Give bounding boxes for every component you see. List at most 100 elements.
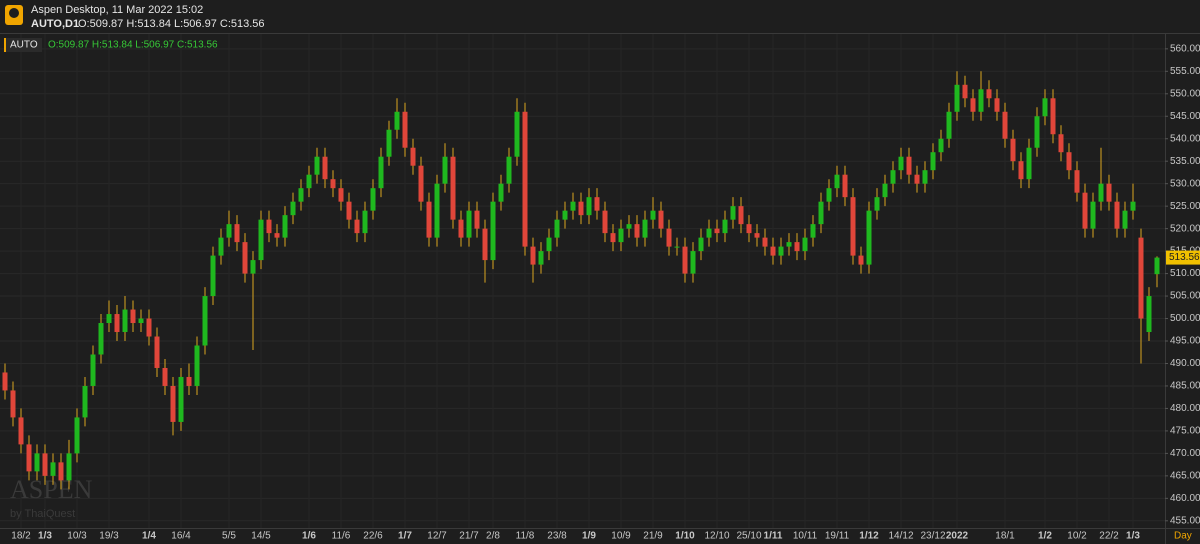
candle-body bbox=[90, 354, 96, 386]
candle-body bbox=[322, 156, 328, 180]
candle-body bbox=[354, 219, 360, 234]
y-tick-label: 555.00 bbox=[1170, 66, 1200, 77]
last-price-box bbox=[1166, 250, 1200, 265]
candle-body bbox=[674, 246, 680, 248]
x-tick-label: 22/2 bbox=[1099, 531, 1119, 542]
candle-body bbox=[642, 219, 648, 238]
candle-body bbox=[242, 242, 248, 274]
candle-body bbox=[610, 233, 616, 243]
candle-body bbox=[714, 228, 720, 234]
candle-body bbox=[650, 210, 656, 220]
candle-body bbox=[522, 111, 528, 247]
candle-body bbox=[338, 188, 344, 202]
candle-body bbox=[234, 224, 240, 243]
candle-body bbox=[1018, 161, 1024, 180]
candle-body bbox=[450, 156, 456, 220]
x-tick-label: 1/11 bbox=[764, 531, 783, 542]
y-tick-label: 475.00 bbox=[1170, 426, 1200, 437]
x-tick-label: 1/12 bbox=[859, 531, 879, 542]
x-tick-label: 10/2 bbox=[1067, 531, 1087, 542]
candle-body bbox=[818, 201, 824, 225]
candle-body bbox=[722, 219, 728, 234]
candle-body bbox=[146, 318, 152, 337]
candle-body bbox=[914, 174, 920, 184]
x-tick-label: 2022 bbox=[946, 531, 969, 542]
candle-body bbox=[730, 206, 736, 220]
y-tick-label: 520.00 bbox=[1170, 223, 1200, 234]
candle-body bbox=[138, 318, 144, 324]
candle-body bbox=[514, 111, 520, 157]
candle-body bbox=[706, 228, 712, 238]
candle-body bbox=[1146, 296, 1152, 333]
candle-body bbox=[346, 201, 352, 220]
candle-body bbox=[106, 314, 112, 324]
x-tick-label: 19/3 bbox=[99, 531, 119, 542]
candle-body bbox=[922, 170, 928, 184]
candle-body bbox=[42, 453, 48, 476]
candle-body bbox=[634, 224, 640, 238]
candle-body bbox=[562, 210, 568, 220]
candle-body bbox=[626, 224, 632, 229]
candle-body bbox=[530, 246, 536, 265]
x-tick-label: 10/11 bbox=[793, 531, 818, 542]
x-tick-label: 12/7 bbox=[427, 531, 447, 542]
candle-body bbox=[122, 309, 128, 333]
candle-body bbox=[434, 183, 440, 238]
x-tick-label: 5/5 bbox=[222, 531, 236, 542]
candle-body bbox=[506, 156, 512, 184]
candle-body bbox=[410, 147, 416, 166]
candle-body bbox=[962, 84, 968, 99]
candle-body bbox=[306, 174, 312, 189]
y-tick-label: 550.00 bbox=[1170, 88, 1200, 99]
candle-body bbox=[34, 453, 40, 472]
candle-body bbox=[66, 453, 72, 481]
candle-body bbox=[906, 156, 912, 175]
y-tick-label: 535.00 bbox=[1170, 156, 1200, 167]
candle-body bbox=[1106, 183, 1112, 202]
legend-accent bbox=[4, 38, 6, 52]
legend-ohlc: O:509.87 H:513.84 L:506.97 C:513.56 bbox=[48, 40, 218, 51]
candle-body bbox=[1090, 201, 1096, 229]
ohlc: O:509.87 H:513.84 L:506.97 C:513.56 bbox=[78, 18, 265, 30]
x-tick-label: 21/7 bbox=[459, 531, 479, 542]
candle-body bbox=[226, 224, 232, 238]
x-tick-label: 1/2 bbox=[1038, 531, 1052, 542]
candle-body bbox=[1098, 183, 1104, 202]
watermark-sub: by ThaiQuest bbox=[10, 508, 75, 520]
y-tick-label: 470.00 bbox=[1170, 448, 1200, 459]
candle-body bbox=[186, 376, 192, 386]
candle-body bbox=[874, 197, 880, 211]
candle-body bbox=[1058, 134, 1064, 153]
candle-body bbox=[946, 111, 952, 139]
last-price-label: 513.56 bbox=[1169, 252, 1200, 263]
candle-body bbox=[602, 210, 608, 234]
candle-body bbox=[1042, 98, 1048, 117]
x-tick-label: 12/10 bbox=[704, 531, 729, 542]
x-tick-label: 1/3 bbox=[38, 531, 52, 542]
legend-symbol: AUTO bbox=[10, 40, 38, 51]
x-tick-label: 2/8 bbox=[486, 531, 500, 542]
candle-body bbox=[1114, 201, 1120, 229]
candle-body bbox=[58, 462, 64, 481]
candle-body bbox=[762, 237, 768, 247]
candle-body bbox=[362, 210, 368, 234]
x-tick-label: 1/7 bbox=[398, 531, 412, 542]
candle-body bbox=[850, 197, 856, 256]
x-tick-label: 14/5 bbox=[251, 531, 271, 542]
candle-body bbox=[266, 219, 272, 234]
y-tick-label: 490.00 bbox=[1170, 358, 1200, 369]
candle-body bbox=[474, 210, 480, 229]
candle-body bbox=[778, 246, 784, 256]
candle-body bbox=[282, 215, 288, 238]
candle-body bbox=[170, 385, 176, 422]
candle-body bbox=[738, 206, 744, 225]
candle-body bbox=[666, 228, 672, 247]
candle-body bbox=[162, 367, 168, 386]
candle-body bbox=[490, 201, 496, 261]
candle-body bbox=[794, 242, 800, 252]
x-tick-label: 18/2 bbox=[11, 531, 31, 542]
time-unit: Day bbox=[1174, 531, 1192, 542]
y-tick-label: 525.00 bbox=[1170, 201, 1200, 212]
candle-body bbox=[754, 233, 760, 238]
